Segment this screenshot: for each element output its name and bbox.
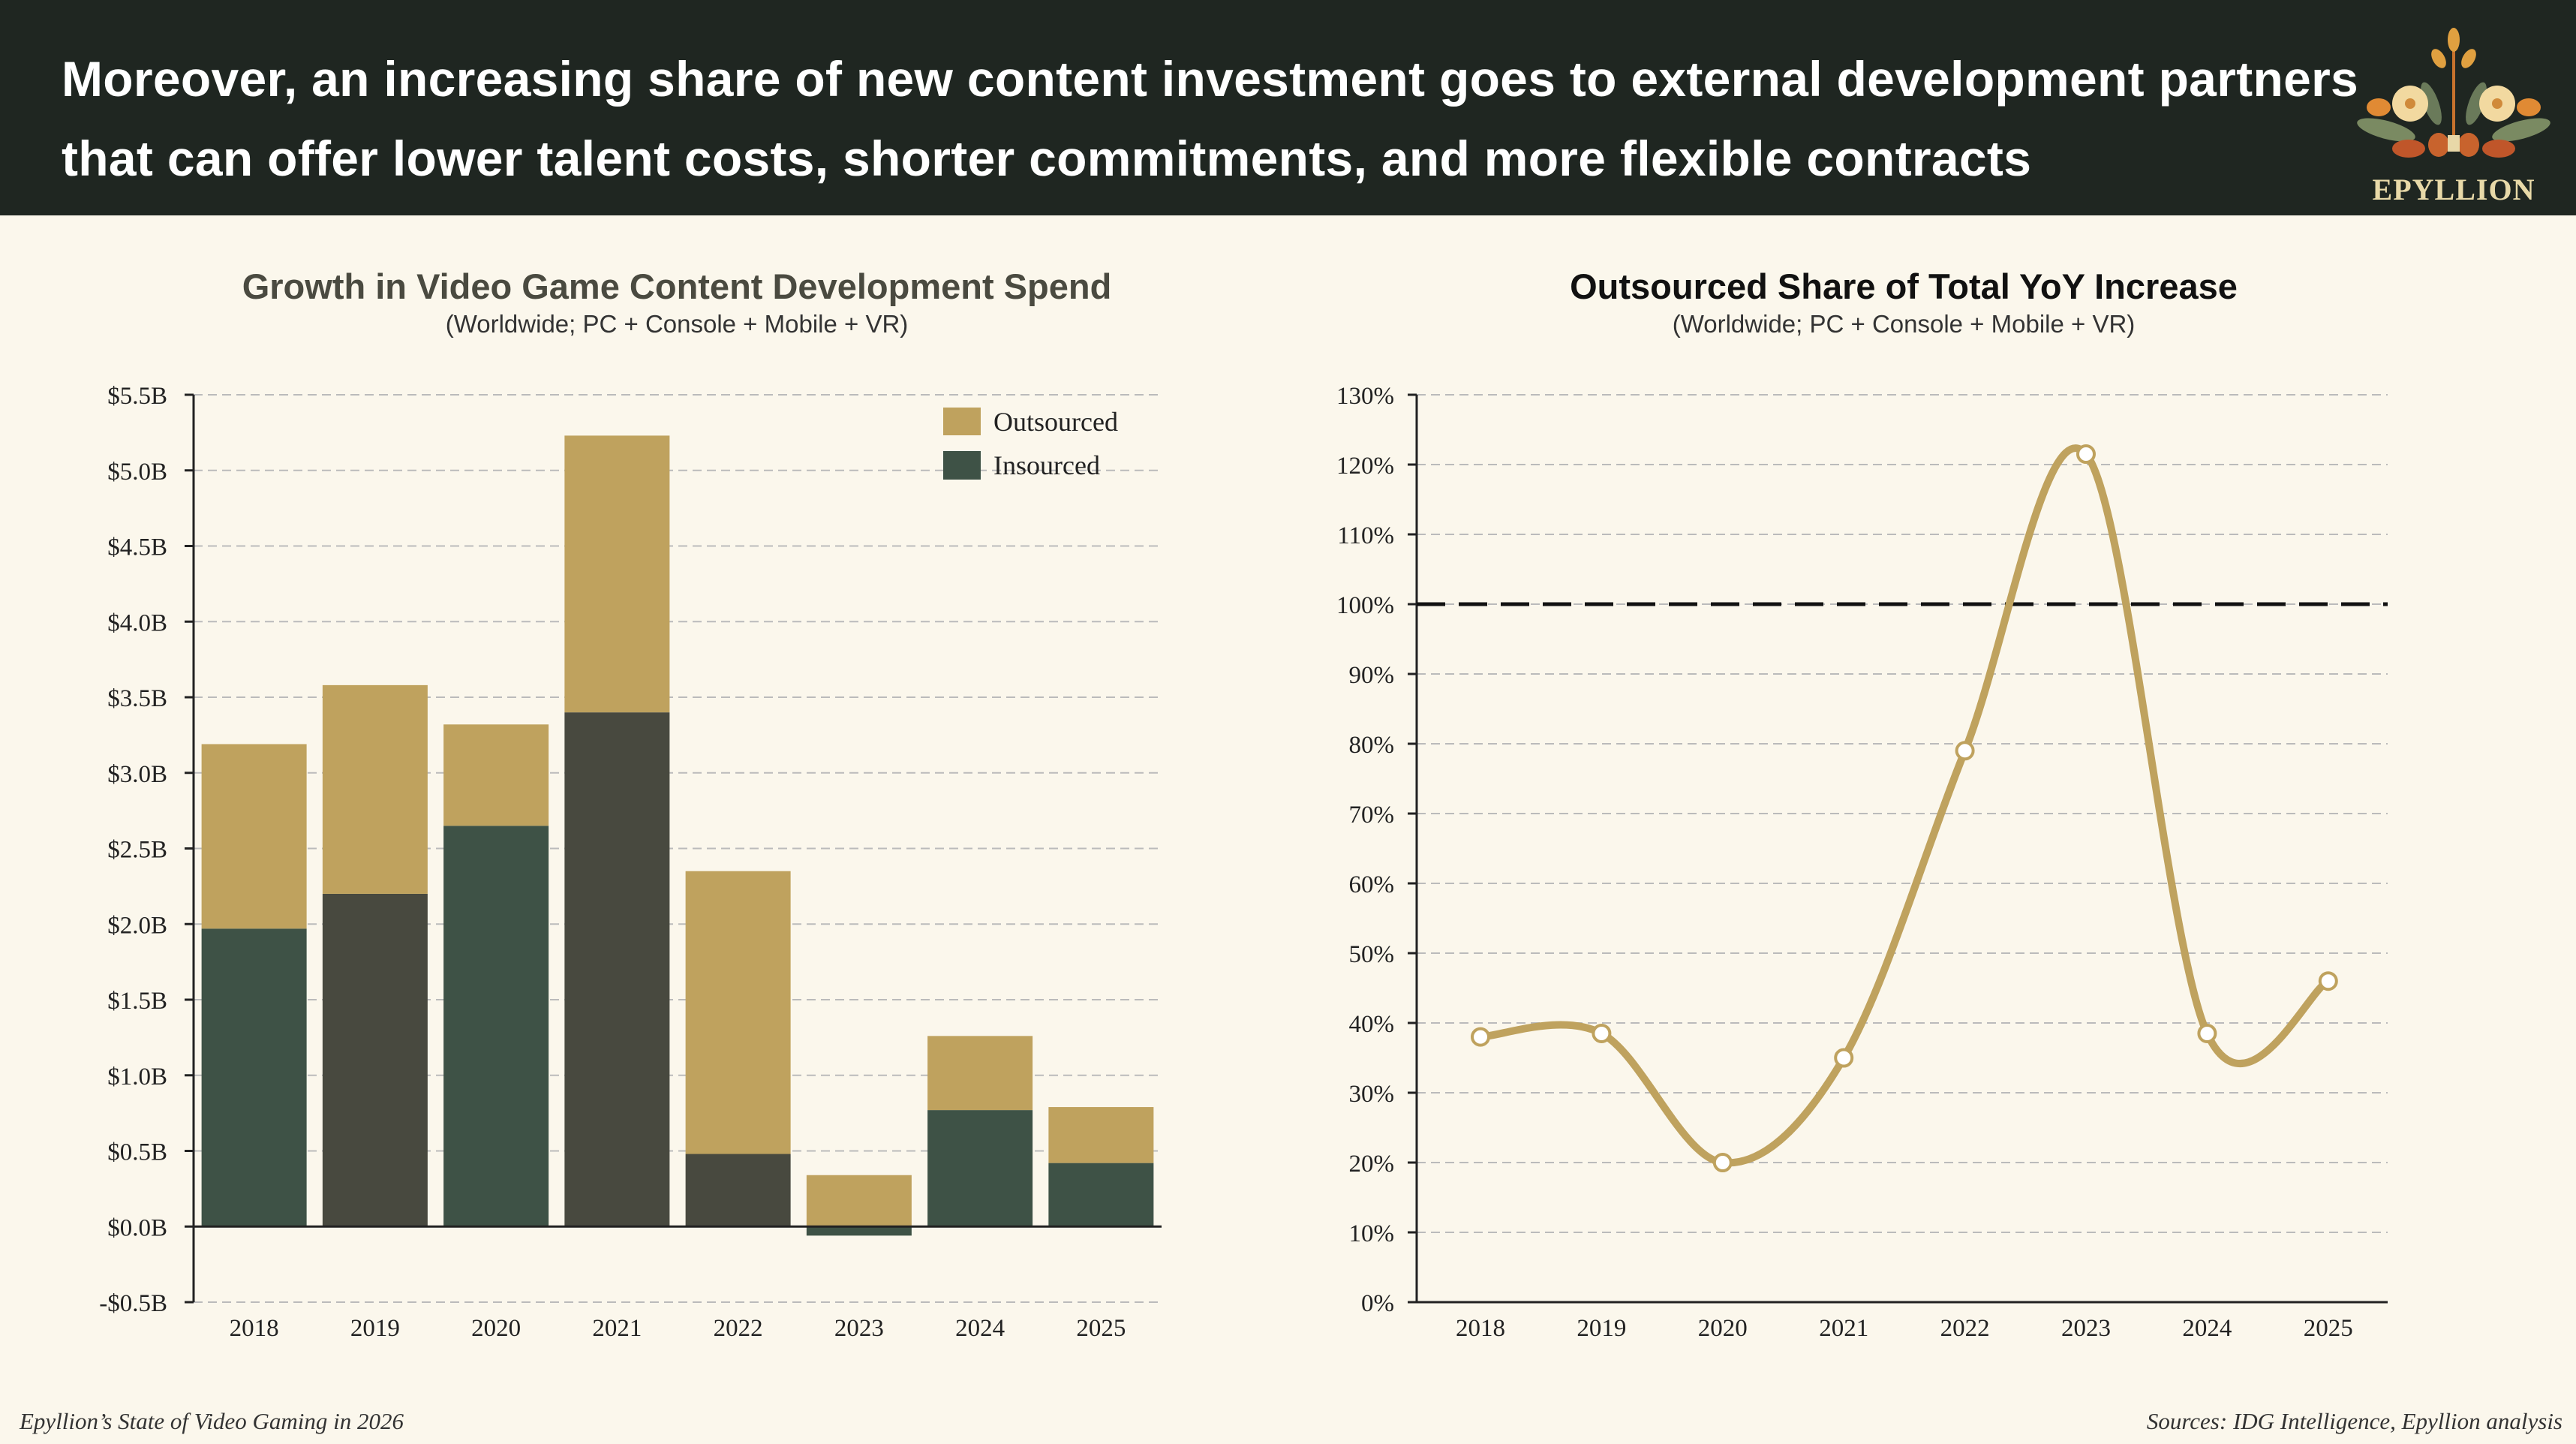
footer-report-title: Epyllion’s State of Video Gaming in 2026 [20, 1408, 404, 1434]
y-tick-label: $5.0B [107, 459, 167, 486]
y-tick-label: $2.0B [107, 912, 167, 939]
y-tick-label: $4.0B [107, 609, 167, 636]
header-banner: Moreover, an increasing share of new con… [0, 0, 2576, 215]
y-tick-label: $2.5B [107, 837, 167, 864]
y-tick-label: 90% [1349, 662, 1395, 689]
legend: Outsourced Insourced [943, 407, 1118, 480]
right-chart-title: Outsourced Share of Total YoY Increase [1570, 266, 2238, 306]
x-tick-label: 2024 [2182, 1315, 2232, 1342]
bar-insourced [564, 712, 670, 1227]
x-tick-label: 2025 [2304, 1315, 2353, 1342]
bar-outsourced [322, 684, 428, 894]
y-tick-label: 0% [1361, 1290, 1394, 1317]
data-point [1471, 1027, 1490, 1047]
y-tick-label: $0.5B [107, 1139, 167, 1166]
y-tick-label: 20% [1349, 1151, 1395, 1178]
bar-outsourced [1048, 1107, 1154, 1163]
epyllion-logo: EPYLLION [2357, 28, 2550, 206]
bar-outsourced [564, 435, 670, 713]
y-tick-label: 80% [1349, 732, 1395, 759]
floral-emblem-icon [2357, 28, 2550, 158]
bar-insourced [201, 928, 307, 1227]
data-point [1712, 1153, 1733, 1172]
legend-label-insourced: Insourced [993, 450, 1100, 480]
y-tick-label: 50% [1349, 941, 1395, 968]
y-tick-label: $3.5B [107, 685, 167, 712]
share-line [1477, 444, 2332, 1167]
data-point [2197, 1023, 2217, 1043]
y-tick-label: $4.5B [107, 534, 167, 561]
headline: Moreover, an increasing share of new con… [62, 51, 2359, 186]
bar-outsourced [927, 1036, 1033, 1111]
x-tick-label: 2020 [1698, 1315, 1748, 1342]
data-point [2076, 444, 2096, 465]
bar-outsourced [201, 744, 307, 929]
y-tick-label: 30% [1349, 1081, 1395, 1108]
svg-text:EPYLLION: EPYLLION [2373, 173, 2535, 206]
bar-outsourced [685, 871, 791, 1154]
y-tick-label: $5.5B [107, 383, 167, 410]
y-tick-label: $1.0B [107, 1063, 167, 1091]
legend-label-outsourced: Outsourced [993, 407, 1118, 437]
bar-outsourced [806, 1175, 912, 1227]
x-tick-label: 2019 [350, 1315, 400, 1342]
left-chart-title: Growth in Video Game Content Development… [242, 266, 1112, 306]
bar-insourced [927, 1110, 1033, 1227]
x-tick-label: 2025 [1076, 1315, 1126, 1342]
x-tick-label: 2021 [592, 1315, 642, 1342]
x-tick-label: 2019 [1577, 1315, 1626, 1342]
bar-insourced [1048, 1163, 1154, 1227]
bar-insourced [806, 1226, 912, 1236]
data-point [1955, 741, 1975, 761]
y-tick-label: 130% [1336, 383, 1394, 410]
y-tick-label: 100% [1336, 592, 1394, 619]
y-tick-label: $0.0B [107, 1214, 167, 1241]
bar-insourced [322, 893, 428, 1227]
x-tick-label: 2023 [2061, 1315, 2111, 1342]
outsourced-share-line-chart: Outsourced Share of Total YoY Increase (… [1336, 266, 2388, 1342]
y-tick-label: 40% [1349, 1011, 1395, 1038]
data-point [1834, 1048, 1854, 1068]
y-tick-label: 110% [1337, 522, 1394, 549]
spend-bar-chart: Growth in Video Game Content Development… [99, 266, 1162, 1342]
bar-insourced [685, 1154, 791, 1227]
x-tick-label: 2020 [471, 1315, 521, 1342]
y-tick-label: $3.0B [107, 761, 167, 788]
bar-insourced [443, 826, 549, 1227]
y-tick-label: 10% [1349, 1220, 1395, 1247]
data-point [1592, 1023, 1612, 1043]
legend-swatch-insourced [943, 451, 981, 480]
bar-outsourced [443, 724, 549, 826]
right-chart-subtitle: (Worldwide; PC + Console + Mobile + VR) [1673, 310, 2136, 338]
x-tick-label: 2018 [1456, 1315, 1505, 1342]
footer-sources: Sources: IDG Intelligence, Epyllion anal… [2146, 1408, 2562, 1434]
y-tick-label: 70% [1349, 802, 1395, 829]
y-tick-label: 120% [1336, 453, 1394, 480]
x-tick-label: 2023 [834, 1315, 884, 1342]
x-tick-label: 2022 [1940, 1315, 1990, 1342]
x-tick-label: 2021 [1819, 1315, 1868, 1342]
y-tick-label: 60% [1349, 871, 1395, 898]
data-point [2318, 971, 2338, 991]
x-tick-label: 2024 [955, 1315, 1005, 1342]
y-tick-label: $1.5B [107, 988, 167, 1015]
legend-swatch-outsourced [943, 408, 981, 435]
x-tick-label: 2022 [714, 1315, 763, 1342]
x-tick-label: 2018 [230, 1315, 279, 1342]
left-chart-subtitle: (Worldwide; PC + Console + Mobile + VR) [446, 310, 909, 338]
y-tick-label: -$0.5B [99, 1290, 167, 1317]
